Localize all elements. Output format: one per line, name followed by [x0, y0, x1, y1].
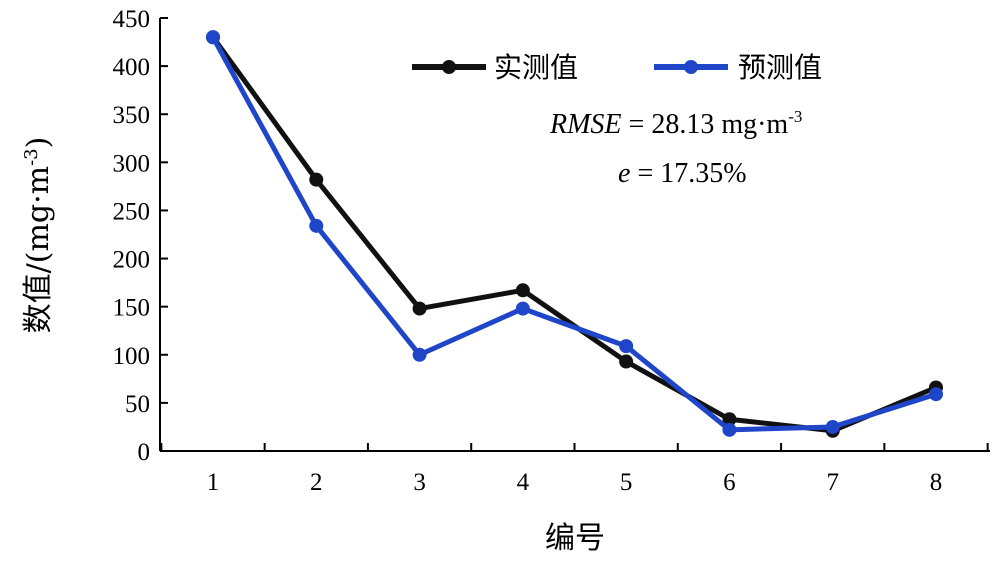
y-tick-label: 400	[113, 54, 151, 81]
x-tick-label: 8	[930, 469, 943, 496]
x-tick-label: 7	[826, 469, 839, 496]
y-tick-label: 150	[113, 295, 151, 322]
y-ticks: 0 50 100 150 200 250 300 350 400 450	[113, 6, 168, 466]
data-point	[722, 422, 737, 437]
y-axis-title: 数值/(mg·m-3)	[21, 137, 56, 334]
series-measured	[206, 30, 943, 438]
error-symbol: e	[618, 158, 630, 189]
legend: 实测值 预测值	[412, 51, 822, 84]
data-point	[412, 301, 427, 316]
y-tick-label: 300	[113, 150, 151, 177]
data-point	[722, 412, 737, 427]
y-tick-label: 100	[113, 343, 151, 370]
y-tick-label: 200	[113, 247, 151, 274]
y-axis-title-main: 数值/(mg·m	[21, 166, 56, 333]
legend-item-predicted: 预测值	[654, 51, 822, 84]
x-ticks: 1 2 3 4 5 6 7 8	[160, 443, 989, 496]
legend-item-measured: 实测值	[412, 51, 578, 84]
annotations: RMSE = 28.13 mg·m-3 e = 17.35%	[549, 107, 802, 189]
x-tick-label: 5	[620, 469, 633, 496]
rmse-value: = 28.13 mg·m	[622, 109, 789, 140]
legend-label-predicted: 预测值	[738, 51, 822, 84]
x-tick-label: 6	[723, 469, 736, 496]
y-axis-title-sup: -3	[21, 148, 42, 166]
data-point	[309, 218, 324, 233]
x-tick-label: 1	[207, 469, 220, 496]
error-value: = 17.35%	[630, 158, 746, 189]
data-point	[929, 387, 943, 402]
y-tick-label: 250	[113, 198, 151, 225]
data-point	[309, 172, 324, 187]
data-point	[206, 30, 220, 45]
series-line	[210, 34, 939, 433]
series-layer	[206, 30, 943, 438]
x-tick-label: 2	[310, 469, 323, 496]
x-axis-title: 编号	[545, 521, 605, 556]
y-tick-label: 450	[113, 6, 151, 33]
data-point	[825, 419, 840, 434]
data-point	[515, 283, 530, 298]
legend-marker-predicted	[684, 60, 698, 74]
x-tick-label: 4	[517, 469, 530, 496]
rmse-symbol: RMSE	[549, 109, 622, 140]
y-tick-label: 350	[113, 102, 151, 129]
data-point	[619, 354, 634, 369]
data-point	[619, 339, 634, 354]
data-point	[412, 347, 427, 362]
data-point	[515, 301, 530, 316]
legend-marker-measured	[442, 60, 456, 74]
y-tick-label: 0	[138, 439, 151, 466]
y-tick-label: 50	[125, 391, 150, 418]
rmse-annotation: RMSE = 28.13 mg·m-3	[549, 107, 802, 140]
legend-label-measured: 实测值	[494, 51, 578, 84]
series-predicted	[206, 30, 943, 437]
x-tick-label: 3	[413, 469, 426, 496]
y-axis-title-close: )	[21, 137, 56, 149]
rmse-unit-sup: -3	[788, 107, 802, 126]
error-annotation: e = 17.35%	[618, 158, 747, 189]
